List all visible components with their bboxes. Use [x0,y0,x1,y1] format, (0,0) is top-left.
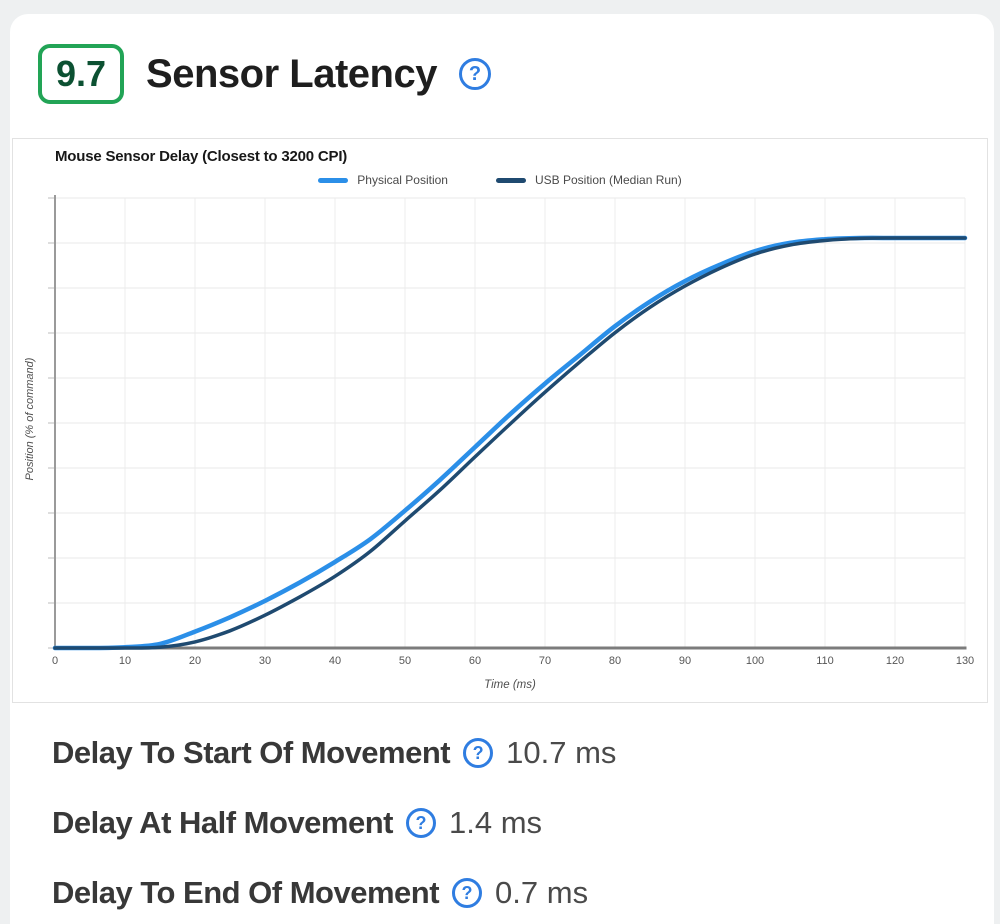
x-axis-tick-label: 60 [468,655,482,667]
metrics-list: Delay To Start Of Movement ? 10.7 ms Del… [52,730,616,924]
metric-label: Delay To End Of Movement [52,875,440,910]
chart-legend: Physical Position USB Position (Median R… [13,173,987,187]
y-axis-label: Position (% of command) [24,357,36,481]
metric-value: 1.4 ms [449,805,543,840]
x-axis-tick-label: 50 [398,655,412,667]
x-axis-tick-label: 20 [188,655,202,667]
x-axis-label: Time (ms) [484,679,536,691]
x-axis-tick-label: 10 [118,655,132,667]
legend-label: Physical Position [357,173,448,187]
x-axis-tick-label: 130 [955,655,975,667]
legend-label: USB Position (Median Run) [534,173,682,187]
review-section-card: 9.7 Sensor Latency ? Mouse Sensor Delay … [10,14,994,924]
metric-row-delay-end: Delay To End Of Movement ? 0.7 ms [52,870,616,916]
series-line-physical [52,235,968,651]
metric-label: Delay To Start Of Movement [52,735,451,770]
metric-label: Delay At Half Movement [52,805,394,840]
x-axis-tick-label: 110 [816,655,834,667]
legend-swatch-physical [318,177,349,183]
help-icon[interactable]: ? [406,808,436,838]
x-axis-tick-label: 90 [678,655,692,667]
legend-swatch-usb [495,177,526,183]
metric-row-delay-half: Delay At Half Movement ? 1.4 ms [52,800,616,846]
x-axis-ticks: 0 10 20 30 40 50 60 70 80 90 100 110 120 130 [13,655,987,670]
x-axis-tick-label: 70 [538,655,552,667]
x-axis-tick-label: 120 [885,655,905,667]
score-value: 9.7 [56,53,107,94]
x-axis-tick-label: 100 [745,655,765,667]
section-title: Sensor Latency [146,51,437,96]
legend-item-usb-position[interactable]: USB Position (Median Run) [495,173,682,187]
x-axis-tick-label: 0 [51,655,59,667]
section-header: 9.7 Sensor Latency ? [38,44,491,104]
series-line-usb [53,236,967,650]
help-icon[interactable]: ? [452,878,483,908]
chart-title: Mouse Sensor Delay (Closest to 3200 CPI) [55,148,348,165]
x-axis-tick-label: 40 [328,655,342,667]
score-badge: 9.7 [38,44,125,104]
metric-value: 10.7 ms [506,735,617,770]
help-icon[interactable]: ? [463,738,494,768]
legend-item-physical-position[interactable]: Physical Position [318,173,448,187]
line-chart-plot[interactable] [13,139,987,702]
chart-container: Mouse Sensor Delay (Closest to 3200 CPI)… [12,138,988,703]
x-axis-tick-label: 30 [258,655,272,667]
x-axis-tick-label: 80 [608,655,622,667]
help-icon[interactable]: ? [458,58,491,90]
metric-row-delay-start: Delay To Start Of Movement ? 10.7 ms [52,730,616,776]
metric-value: 0.7 ms [495,875,589,910]
